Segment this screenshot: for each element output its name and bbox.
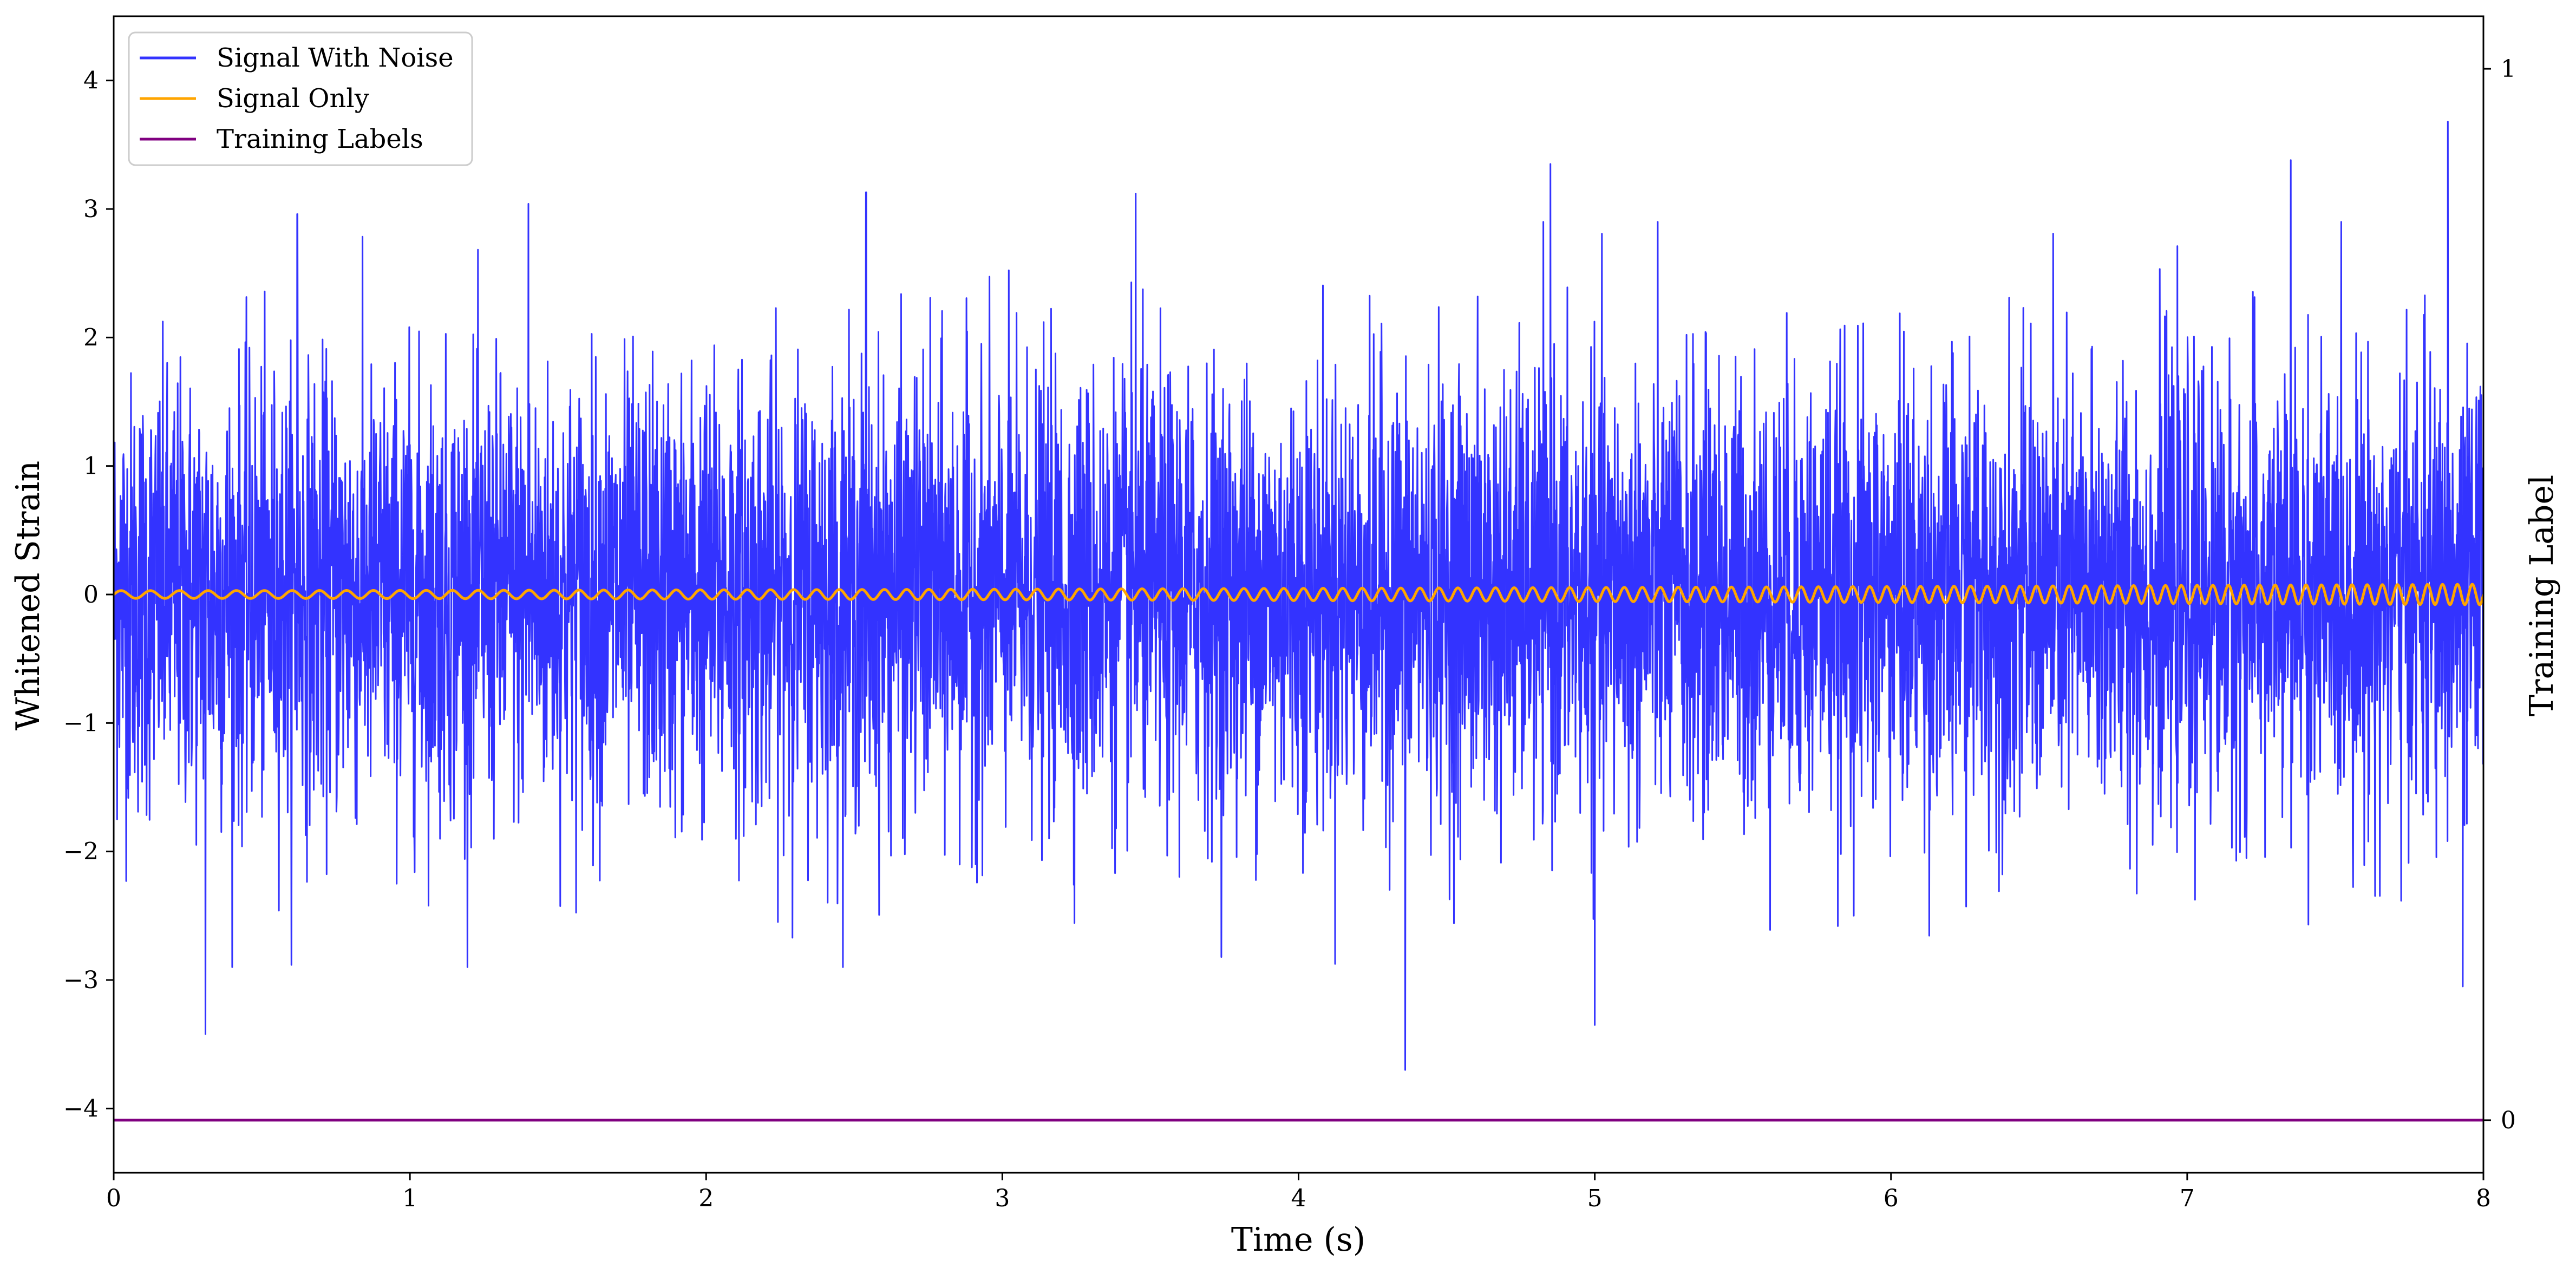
legend-label-signal-only: Signal Only	[217, 83, 369, 114]
y-tick-label: −2	[63, 838, 99, 866]
legend-label-training-labels: Training Labels	[217, 124, 423, 154]
x-tick-label: 0	[106, 1185, 121, 1212]
legend: Signal With Noise Signal Only Training L…	[128, 31, 473, 166]
y-tick-label: 1	[83, 453, 99, 480]
y-tick-label: −4	[63, 1095, 99, 1122]
x-tick-label: 4	[1291, 1185, 1306, 1212]
x-tick-label: 6	[1884, 1185, 1899, 1212]
x-tick-label: 2	[698, 1185, 714, 1212]
series-layer	[114, 121, 2483, 1122]
plot-area	[114, 121, 2483, 1122]
y2-tick-label: 0	[2501, 1107, 2516, 1134]
y-tick-label: −1	[63, 709, 99, 737]
y2-axis-title: Training Label	[2523, 475, 2561, 716]
legend-box	[128, 31, 473, 166]
x-tick-label: 5	[1587, 1185, 1603, 1212]
y-tick-label: −3	[63, 966, 99, 994]
y-tick-label: 2	[83, 324, 99, 351]
x-axis-title: Time (s)	[1231, 1221, 1365, 1259]
x-tick-label: 3	[995, 1185, 1010, 1212]
x-tick-label: 8	[2476, 1185, 2491, 1212]
x-tick-label: 1	[402, 1185, 417, 1212]
y-tick-label: 4	[83, 67, 99, 95]
y-axis: −4 −3 −2 −1 0 1 2 3 4	[63, 67, 114, 1122]
y-tick-label: 3	[83, 195, 99, 223]
x-axis: 0 1 2 3 4 5 6 7 8	[106, 1173, 2491, 1212]
legend-label-signal-with-noise: Signal With Noise	[217, 43, 454, 73]
y-tick-label: 0	[83, 581, 99, 609]
y-axis-title: Whitened Strain	[9, 461, 47, 730]
series-line-signal-only	[114, 583, 2483, 606]
y2-axis: 01	[2483, 55, 2516, 1134]
x-tick-label: 7	[2180, 1185, 2195, 1212]
y2-tick-label: 1	[2501, 55, 2516, 83]
